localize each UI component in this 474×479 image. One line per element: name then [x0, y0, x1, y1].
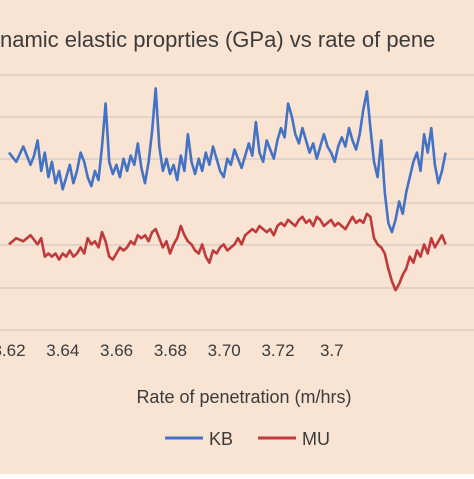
- x-tick-label: 3.64: [46, 341, 79, 360]
- x-tick-label: 3.66: [100, 341, 133, 360]
- x-tick-labels: 3.62 3.64 3.66 3.68 3.70 3.72 3.7: [0, 341, 344, 360]
- x-tick-label: 3.62: [0, 341, 26, 360]
- chart-title: namic elastic proprties (GPa) vs rate of…: [0, 27, 435, 52]
- x-tick-label: 3.70: [208, 341, 241, 360]
- x-tick-label: 3.72: [261, 341, 294, 360]
- legend: KB MU: [165, 429, 330, 449]
- series-line-mu: [8, 212, 447, 292]
- legend-label-kb: KB: [209, 429, 233, 449]
- x-tick-label: 3.68: [154, 341, 187, 360]
- grid-lines: [0, 74, 474, 331]
- legend-label-mu: MU: [302, 429, 330, 449]
- x-tick-label: 3.7: [320, 341, 344, 360]
- series-layer: [7, 87, 447, 292]
- x-axis-label: Rate of penetration (m/hrs): [136, 387, 351, 407]
- series-line-kb: [7, 87, 447, 234]
